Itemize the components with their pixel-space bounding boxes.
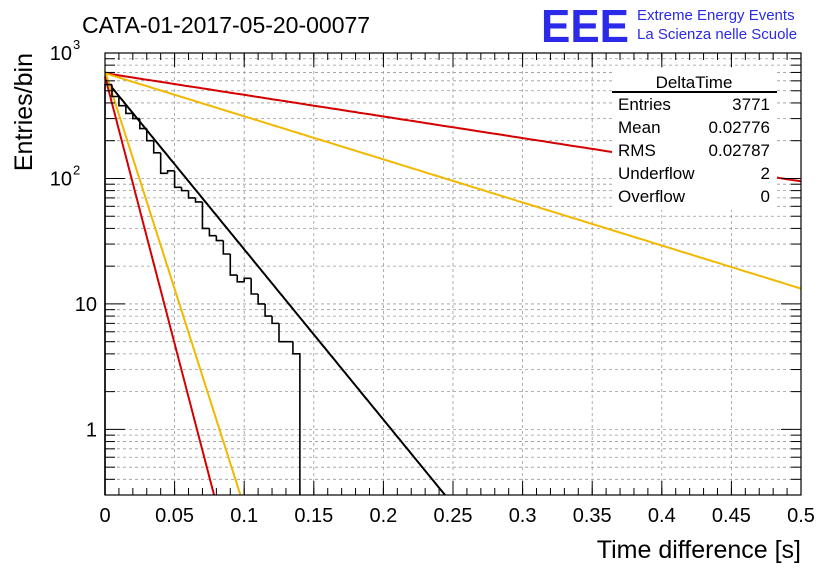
stats-overflow-value: 0	[761, 187, 770, 206]
y-tick-label: 1	[86, 419, 97, 441]
histogram-bin	[271, 316, 279, 325]
histogram-bin	[111, 84, 119, 98]
axis-ticks	[104, 53, 802, 496]
histogram-bin	[257, 293, 266, 305]
fit-curve	[104, 72, 802, 290]
y-tick-label: 10	[50, 168, 72, 190]
stats-mean-value: 0.02776	[709, 118, 770, 137]
chart-title: CATA-01-2017-05-20-00077	[82, 12, 370, 38]
histogram-bin	[180, 187, 189, 192]
histogram-bin	[173, 170, 182, 189]
y-tick-label-exponent: 2	[73, 162, 80, 177]
histogram-bin	[194, 197, 203, 203]
fit-curve	[104, 76, 216, 496]
histogram-bin	[152, 140, 161, 154]
histogram-bin	[104, 83, 112, 495]
x-tick-label: 0.45	[712, 505, 751, 527]
histogram-bin	[208, 228, 217, 237]
histogram-bin	[166, 170, 175, 174]
x-axis-title: Time difference [s]	[597, 536, 801, 564]
fit-curve	[104, 78, 446, 496]
histogram-bin	[139, 118, 147, 130]
histogram-bin	[222, 240, 231, 255]
y-axis-title: Entries/bin	[10, 53, 38, 171]
histogram-bin	[278, 323, 286, 343]
stats-overflow-label: Overflow	[618, 187, 686, 206]
histogram-bin	[215, 235, 224, 242]
histogram-bin	[159, 152, 168, 175]
x-tick-label: 0.4	[648, 505, 676, 527]
stats-entries-label: Entries	[618, 95, 671, 114]
x-tick-label: 0	[99, 505, 110, 527]
x-tick-label: 0.15	[294, 505, 333, 527]
stats-title: DeltaTime	[656, 73, 733, 92]
x-tick-label: 0.25	[434, 505, 473, 527]
logo-line-1: Extreme Energy Events	[637, 7, 795, 24]
stats-box: DeltaTime Entries 3771 Mean 0.02776 RMS …	[612, 70, 777, 210]
histogram-bin	[118, 96, 126, 107]
x-tick-label: 0.1	[230, 505, 258, 527]
stats-rms-value: 0.02787	[709, 141, 770, 160]
x-tick-label: 0.05	[155, 505, 194, 527]
y-tick-label: 10	[50, 43, 72, 65]
x-tick-label: 0.5	[787, 505, 815, 527]
stats-entries-value: 3771	[732, 95, 770, 114]
histogram-bin	[125, 105, 133, 115]
stats-rms-label: RMS	[618, 141, 656, 160]
x-tick-label: 0.35	[573, 505, 612, 527]
stats-underflow-value: 2	[761, 164, 770, 183]
eee-logo: EEE	[541, 0, 629, 52]
histogram-bin	[132, 113, 140, 120]
y-tick-label-exponent: 3	[73, 37, 80, 52]
histogram-bars	[104, 83, 301, 495]
x-tick-label: 0.2	[369, 505, 397, 527]
histogram-bin	[201, 201, 210, 230]
grid-lines	[105, 53, 801, 496]
logo-line-2: La Scienza nelle Scuole	[637, 26, 797, 43]
histogram-bin	[145, 128, 154, 142]
y-tick-label: 10	[75, 294, 97, 316]
histogram-bin	[229, 254, 238, 276]
x-tick-labels: 0 0.05 0.1 0.15 0.2 0.25 0.3 0.35 0.4 0.45 0.5	[99, 505, 814, 527]
fit-curve	[104, 70, 242, 496]
histogram-bin	[292, 341, 301, 495]
stats-underflow-label: Underflow	[618, 164, 695, 183]
histogram-bin	[187, 190, 196, 199]
histogram-bin	[250, 278, 259, 295]
histogram-bin	[264, 303, 273, 317]
histogram-bin	[236, 275, 245, 283]
stats-mean-label: Mean	[618, 118, 661, 137]
histogram-bin	[243, 277, 252, 282]
x-tick-label: 0.3	[509, 505, 537, 527]
